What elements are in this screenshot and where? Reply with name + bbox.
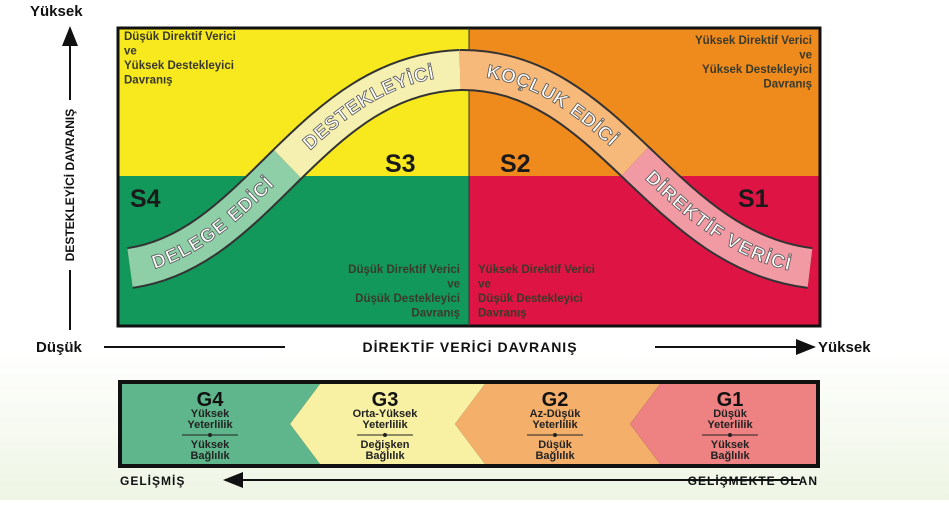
quadrant-text: Davranış [411, 308, 460, 320]
diagram: DELEGE EDİCİ DESTEKLEYİCİ KOÇLUK EDİCİ D… [0, 0, 949, 500]
quadrant-text: Yüksek Destekleyici [124, 60, 234, 72]
separator-dot [728, 433, 732, 437]
quadrant-text: Düşük Destekleyici [355, 293, 460, 305]
competence-text: Yeterlilik [532, 419, 578, 431]
quadrant-text: Davranış [124, 75, 173, 87]
commitment-text: Bağlılık [190, 450, 230, 462]
separator-dot [383, 433, 387, 437]
commitment-text: Bağlılık [710, 450, 750, 462]
separator-dot [208, 433, 212, 437]
quadrant-text: Düşük Destekleyici [478, 293, 583, 305]
quadrant-text: Davranış [478, 308, 527, 320]
quadrant-text: Yüksek Destekleyici [702, 64, 812, 76]
quadrant-text: ve [447, 279, 460, 291]
quadrant-text: Düşük Direktif Verici [124, 31, 236, 43]
competence-text: Yeterlilik [187, 419, 233, 431]
x-axis-low: Düşük [36, 339, 83, 356]
quadrant-text: Yüksek Direktif Verici [478, 264, 595, 276]
style-label: S1 [738, 185, 769, 213]
commitment-text: Bağlılık [365, 450, 405, 462]
developing-label: GELİŞMEKTE OLAN [688, 473, 818, 488]
commitment-text: Bağlılık [535, 450, 575, 462]
competence-text: Yeterlilik [362, 419, 408, 431]
x-axis-label: DİREKTİF VERİCİ DAVRANIŞ [362, 339, 577, 355]
quadrant-text: ve [478, 279, 491, 291]
quadrant-text: Yüksek Direktif Verici [695, 35, 812, 47]
style-label: S4 [130, 185, 161, 213]
x-axis-high: Yüksek [818, 339, 871, 356]
style-label: S3 [385, 150, 416, 178]
style-label: S2 [500, 150, 531, 178]
competence-text: Yeterlilik [707, 419, 753, 431]
y-axis-high: Yüksek [30, 3, 83, 20]
quadrant-text: Davranış [763, 79, 812, 91]
developed-label: GELİŞMİŞ [120, 473, 185, 488]
separator-dot [553, 433, 557, 437]
quadrant-text: ve [799, 50, 812, 62]
quadrant-text: Düşük Direktif Verici [348, 264, 460, 276]
quadrant-text: ve [124, 46, 137, 58]
y-axis-label: DESTEKLEYİCİ DAVRANIŞ [62, 109, 77, 261]
